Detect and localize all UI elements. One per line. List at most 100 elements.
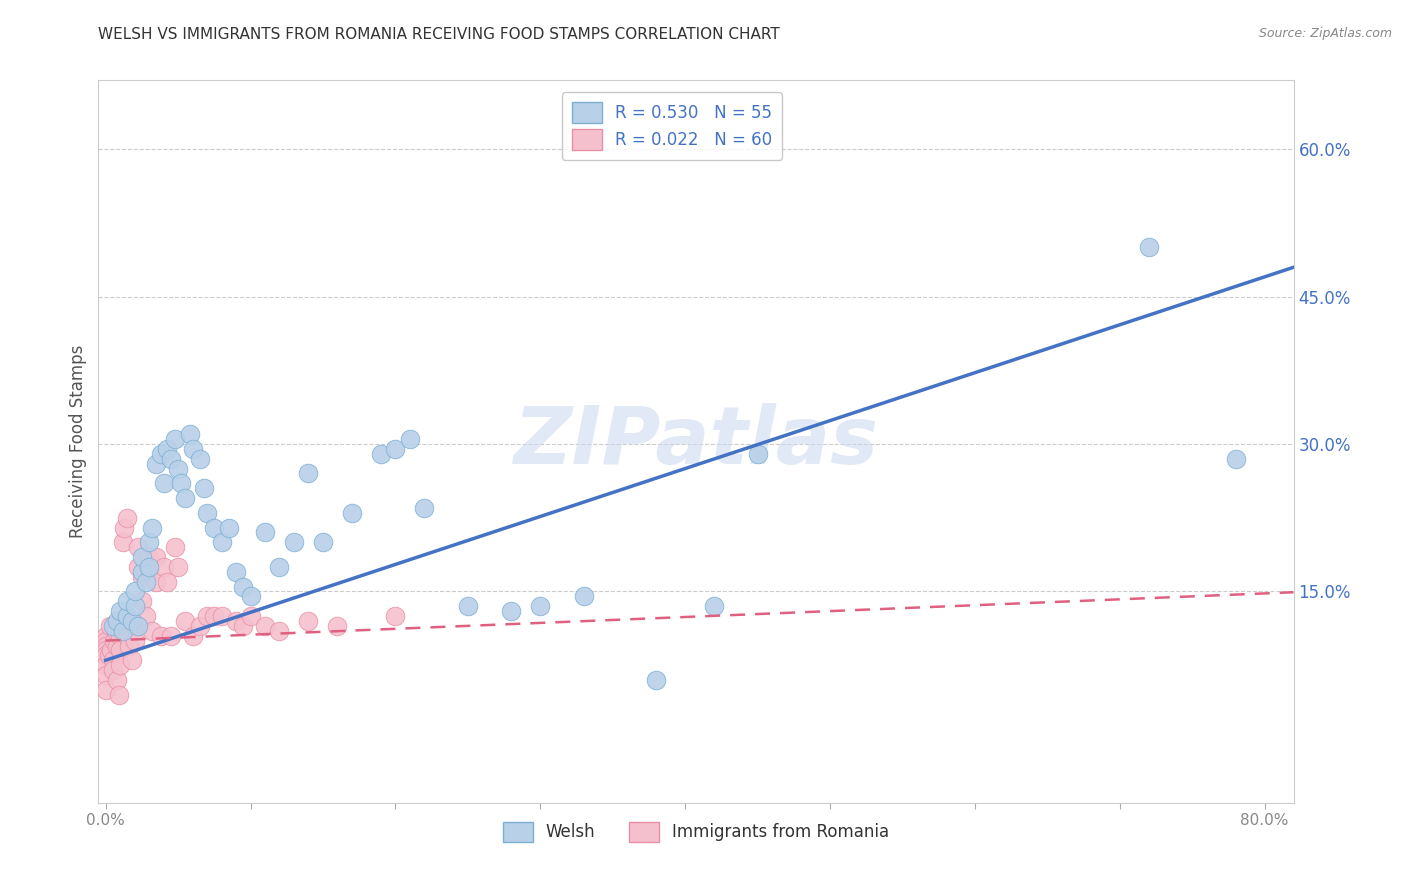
Point — [121, 614, 143, 628]
Point — [218, 520, 240, 534]
Point — [253, 525, 276, 540]
Point — [145, 457, 167, 471]
Point — [138, 535, 160, 549]
Point — [124, 599, 146, 614]
Point — [108, 604, 131, 618]
Point — [269, 624, 291, 638]
Point — [399, 432, 422, 446]
Point — [138, 565, 160, 579]
Point — [94, 648, 117, 663]
Point — [501, 604, 523, 618]
Point — [138, 560, 160, 574]
Point — [108, 629, 131, 643]
Point — [131, 565, 153, 579]
Point — [105, 614, 128, 628]
Point — [225, 565, 247, 579]
Point — [105, 673, 128, 687]
Point — [253, 619, 276, 633]
Point — [152, 476, 174, 491]
Point — [165, 432, 187, 446]
Point — [283, 535, 305, 549]
Legend: Welsh, Immigrants from Romania: Welsh, Immigrants from Romania — [496, 815, 896, 848]
Point — [149, 629, 172, 643]
Point — [181, 629, 204, 643]
Point — [145, 549, 167, 564]
Point — [94, 633, 117, 648]
Point — [457, 599, 479, 614]
Point — [135, 574, 157, 589]
Point — [232, 619, 254, 633]
Point — [94, 682, 117, 697]
Point — [97, 648, 120, 663]
Point — [152, 560, 174, 574]
Point — [124, 584, 146, 599]
Point — [131, 594, 153, 608]
Point — [269, 560, 291, 574]
Point — [1225, 451, 1247, 466]
Point — [193, 481, 215, 495]
Text: ZIPatlas: ZIPatlas — [513, 402, 879, 481]
Point — [121, 653, 143, 667]
Point — [127, 560, 149, 574]
Point — [529, 599, 551, 614]
Point — [202, 609, 225, 624]
Point — [384, 609, 406, 624]
Point — [170, 476, 193, 491]
Point — [703, 599, 725, 614]
Point — [127, 619, 149, 633]
Point — [645, 673, 668, 687]
Point — [127, 540, 149, 554]
Point — [165, 540, 187, 554]
Point — [225, 614, 247, 628]
Point — [105, 639, 128, 653]
Point — [124, 633, 146, 648]
Point — [100, 643, 122, 657]
Point — [167, 461, 190, 475]
Point — [174, 491, 197, 505]
Point — [174, 614, 197, 628]
Point — [112, 535, 135, 549]
Text: WELSH VS IMMIGRANTS FROM ROMANIA RECEIVING FOOD STAMPS CORRELATION CHART: WELSH VS IMMIGRANTS FROM ROMANIA RECEIVI… — [98, 27, 780, 42]
Point — [94, 639, 117, 653]
Point — [101, 653, 124, 667]
Y-axis label: Receiving Food Stamps: Receiving Food Stamps — [69, 345, 87, 538]
Point — [121, 614, 143, 628]
Point — [1137, 240, 1160, 254]
Point — [108, 658, 131, 673]
Point — [131, 549, 153, 564]
Point — [117, 594, 139, 608]
Point — [101, 619, 124, 633]
Point — [179, 427, 201, 442]
Point — [370, 447, 392, 461]
Point — [239, 609, 262, 624]
Point — [98, 619, 121, 633]
Point — [239, 590, 262, 604]
Point — [94, 668, 117, 682]
Point — [112, 624, 135, 638]
Point — [195, 609, 218, 624]
Point — [181, 442, 204, 456]
Point — [202, 520, 225, 534]
Text: Source: ZipAtlas.com: Source: ZipAtlas.com — [1258, 27, 1392, 40]
Point — [141, 520, 163, 534]
Point — [160, 629, 183, 643]
Point — [94, 658, 117, 673]
Point — [104, 624, 127, 638]
Point — [413, 500, 436, 515]
Point — [94, 643, 117, 657]
Point — [572, 590, 595, 604]
Point — [160, 451, 183, 466]
Point — [312, 535, 335, 549]
Point — [155, 442, 177, 456]
Point — [108, 643, 131, 657]
Point — [135, 609, 157, 624]
Point — [117, 629, 139, 643]
Point — [188, 619, 211, 633]
Point — [747, 447, 769, 461]
Point — [117, 609, 139, 624]
Point — [297, 467, 319, 481]
Point — [149, 447, 172, 461]
Point — [145, 574, 167, 589]
Point — [340, 506, 363, 520]
Point — [131, 570, 153, 584]
